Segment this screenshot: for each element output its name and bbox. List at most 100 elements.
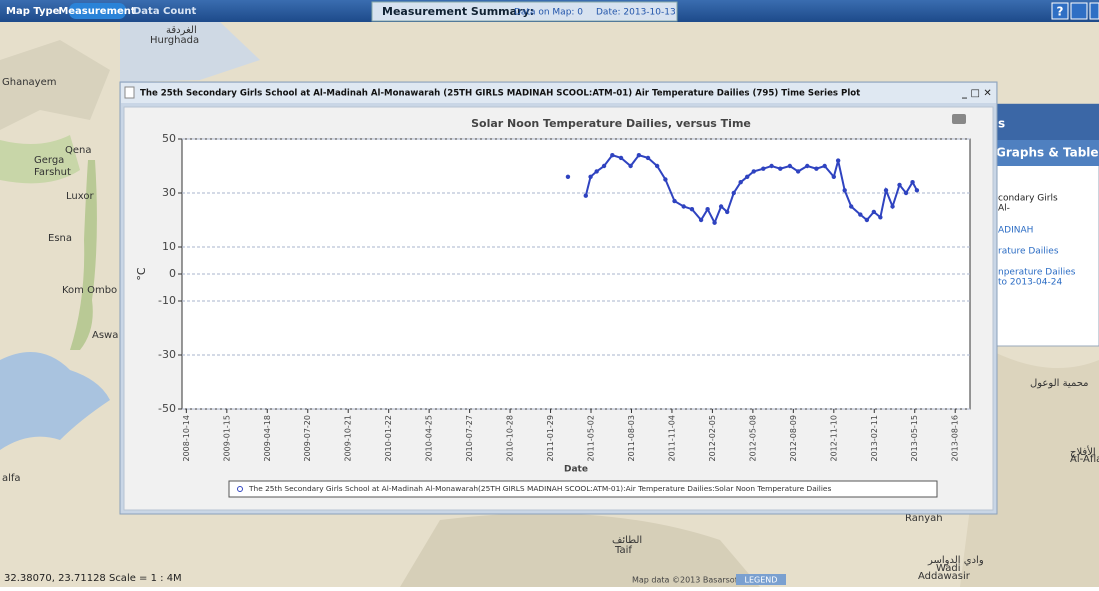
map-label: alfa [2,473,21,484]
x-tick-label: 2009-10-21 [344,415,353,462]
close-button[interactable] [1090,3,1099,19]
summary-label: Measurement Summary: [382,5,534,18]
data-point [610,153,614,157]
data-point [725,210,729,214]
data-point [672,199,676,203]
x-tick-label: 2011-05-02 [587,415,596,462]
map-label: Addawasir [918,571,971,582]
data-point [655,164,659,168]
summary-date: Date: 2013-10-13 [596,8,676,18]
map-label: Qena [65,145,92,156]
y-axis-label: °C [135,267,148,281]
data-point [646,156,650,160]
legend-button-label[interactable]: LEGEND [745,576,778,585]
x-tick-label: 2011-11-04 [667,415,676,462]
y-tick-label: 0 [169,267,176,280]
side-panel-header-text: s [998,117,1005,131]
data-point [628,164,632,168]
page: { "toolbar": {"map_type": "Map Type", "m… [0,0,1099,587]
x-tick-label: 2010-01-22 [384,415,393,462]
side-panel-item: nperature Dailies [998,268,1076,278]
data-point [719,204,723,208]
side-panel-tab-text[interactable]: Graphs & Tables [996,146,1099,160]
map-type-label: Map Type [6,6,60,17]
map-label: Hurghada [150,35,199,46]
plot-area [182,139,970,409]
measurement-tab-label[interactable]: Measurement [58,6,136,17]
x-tick-label: 2011-08-03 [627,415,636,462]
y-tick-label: -50 [158,402,176,415]
rss-button[interactable] [1071,3,1087,19]
data-point [890,204,894,208]
x-tick-label: 2011-01-29 [546,415,555,462]
data-point [910,180,914,184]
y-tick-label: -30 [158,348,176,361]
legend-marker [238,487,243,492]
help-button-label[interactable]: ? [1057,5,1064,19]
data-point [865,218,869,222]
data-count-tab[interactable]: Data Count [133,6,197,17]
data-point [788,164,792,168]
data-point [637,153,641,157]
data-point [878,215,882,219]
x-tick-label: 2012-11-10 [829,415,838,462]
x-tick-label: 2008-10-14 [182,415,191,462]
data-point [814,167,818,171]
x-tick-label: 2012-05-08 [748,415,757,462]
x-axis-label: Date [564,465,588,475]
data-point [584,194,588,198]
map-label: Esna [48,233,72,244]
data-point [836,158,840,162]
x-tick-label: 2012-08-09 [789,415,798,462]
data-point [769,164,773,168]
data-point [858,212,862,216]
x-tick-label: 2013-02-11 [870,415,879,462]
data-point [690,207,694,211]
map-label: محمية الوعول [1030,378,1089,389]
map-label: Al-Aflaj [1070,454,1099,465]
data-point [602,164,606,168]
data-point [805,164,809,168]
map-label: Taif [614,545,632,556]
data-point [884,188,888,192]
data-point [842,188,846,192]
data-point [681,204,685,208]
side-panel-header [990,104,1099,144]
x-tick-label: 2009-04-18 [263,415,272,462]
window-controls[interactable]: _ □ ✕ [962,88,992,99]
data-point [594,169,598,173]
data-point [732,191,736,195]
data-point [915,188,919,192]
data-point [738,180,742,184]
screen: el-SheikhالغردقةHurghadaتيماءTaymaحائلHa… [0,0,1099,587]
x-tick-label: 2010-07-27 [465,415,474,462]
data-point [619,156,623,160]
window-title: The 25th Secondary Girls School at Al-Ma… [140,89,860,99]
y-tick-label: 10 [162,240,176,253]
map-label: Aswa [92,330,118,341]
data-point [705,207,709,211]
x-tick-label: 2010-10-28 [506,415,515,462]
y-tick-label: 30 [162,186,176,199]
data-point [832,175,836,179]
data-point [897,183,901,187]
side-panel-item: Al- [998,204,1010,214]
map-label: Ranyah [905,513,943,524]
legend-label: The 25th Secondary Girls School at Al-Ma… [248,484,831,493]
data-point [778,167,782,171]
map-label: Luxor [66,191,94,202]
data-point [752,169,756,173]
data-point [822,164,826,168]
data-point [712,221,716,225]
chart-title: Solar Noon Temperature Dailies, versus T… [471,117,751,130]
data-point [588,175,592,179]
x-tick-label: 2012-02-05 [708,415,717,462]
x-tick-label: 2009-01-15 [222,415,231,462]
data-on-map: Data on Map: 0 [514,8,583,18]
map-label: Kom Ombo [62,285,117,296]
print-button[interactable] [952,114,966,124]
coordinates: 32.38070, 23.71128 Scale = 1 : 4M [4,573,182,584]
window-icon [125,87,134,98]
data-point [904,191,908,195]
x-tick-label: 2009-07-20 [303,415,312,462]
